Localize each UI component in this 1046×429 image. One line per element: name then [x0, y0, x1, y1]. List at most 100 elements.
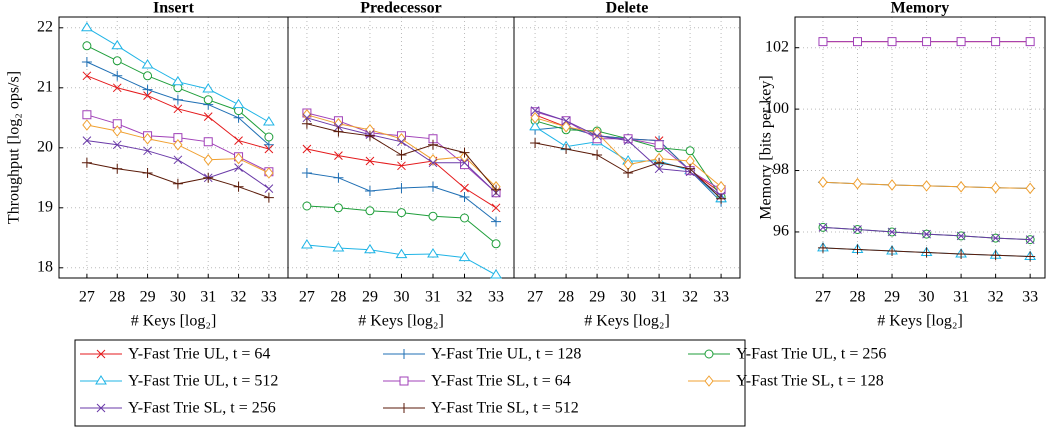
marker [1025, 182, 1035, 195]
marker [852, 177, 863, 190]
marker [530, 107, 540, 117]
marker [458, 251, 471, 262]
plot-frame [58, 16, 289, 279]
x-tick-label: 31 [651, 289, 667, 306]
y-tick-label: 19 [37, 198, 53, 215]
marker [1025, 37, 1035, 47]
marker [333, 203, 343, 213]
legend-marker [399, 376, 409, 386]
marker [333, 172, 344, 183]
marker [428, 134, 438, 144]
marker [263, 192, 274, 203]
marker [1025, 235, 1035, 244]
chart-title: Memory [891, 0, 950, 17]
marker [887, 37, 897, 47]
marker [203, 112, 213, 121]
marker [991, 233, 1000, 243]
marker [530, 138, 541, 148]
x-tick-label: 28 [330, 289, 346, 306]
marker [143, 146, 152, 156]
marker [716, 180, 726, 193]
marker [81, 57, 92, 67]
x-tick-label: 27 [299, 289, 315, 306]
x-tick-label: 30 [393, 289, 409, 306]
marker [852, 244, 863, 255]
x-tick-label: 31 [953, 289, 969, 306]
marker [427, 248, 439, 258]
x-tick-label: 27 [815, 289, 831, 306]
marker [141, 59, 154, 69]
legend-label: Y-Fast Trie UL, t = 64 [128, 346, 270, 363]
marker [853, 225, 862, 234]
marker [82, 136, 92, 145]
marker [364, 186, 375, 196]
marker [561, 116, 571, 126]
marker [1025, 251, 1036, 262]
marker [817, 242, 828, 253]
marker [427, 181, 438, 192]
marker [233, 181, 244, 192]
y-tick-label: 102 [765, 38, 789, 55]
marker [301, 239, 313, 249]
x-axis-label: # Keys [log₂] [584, 313, 670, 330]
marker [592, 150, 603, 160]
x-tick-label: 32 [682, 289, 698, 306]
marker [203, 153, 213, 166]
y-tick-label: 18 [37, 258, 53, 275]
x-tick-label: 32 [988, 289, 1004, 306]
x-tick-label: 32 [457, 289, 473, 306]
marker [491, 184, 502, 195]
marker [143, 91, 152, 100]
marker [529, 120, 541, 131]
marker [956, 37, 966, 47]
marker [203, 137, 213, 147]
marker [332, 242, 345, 252]
marker [173, 138, 183, 151]
marker [991, 37, 1001, 47]
marker [82, 110, 92, 120]
marker [428, 158, 438, 168]
marker [173, 155, 183, 165]
legend-label: Y-Fast Trie SL, t = 256 [128, 400, 276, 417]
x-tick-label: 33 [713, 289, 729, 306]
marker [364, 130, 375, 141]
marker [654, 157, 665, 168]
x-axis-label: # Keys [log₂] [358, 313, 444, 330]
legend-marker [96, 403, 106, 413]
marker [530, 106, 540, 115]
legend-label: Y-Fast Trie UL, t = 256 [736, 346, 886, 363]
marker [491, 216, 502, 227]
marker [264, 167, 274, 179]
marker [685, 146, 695, 156]
marker [82, 41, 92, 51]
marker [81, 21, 93, 32]
legend-label: Y-Fast Trie SL, t = 64 [431, 373, 571, 390]
plot-frame [513, 16, 741, 279]
marker [172, 178, 183, 189]
marker [459, 192, 470, 202]
marker [623, 134, 633, 144]
marker [264, 132, 274, 142]
y-tick-label: 21 [37, 78, 53, 95]
marker [921, 180, 932, 192]
x-tick-label: 28 [558, 289, 574, 306]
marker [561, 144, 572, 154]
marker [234, 136, 243, 145]
marker [203, 172, 214, 183]
marker [956, 181, 966, 193]
chart-title: Delete [606, 0, 649, 17]
marker [112, 163, 123, 174]
marker [428, 211, 438, 221]
x-tick-label: 29 [362, 289, 378, 306]
marker [81, 157, 92, 168]
x-axis-label: # Keys [log₂] [877, 313, 963, 330]
marker [491, 239, 501, 249]
marker [112, 125, 122, 137]
marker [302, 113, 312, 123]
plot-frame [794, 16, 1046, 279]
marker [112, 56, 122, 66]
marker [921, 247, 932, 258]
marker [396, 150, 407, 160]
marker [172, 94, 183, 105]
